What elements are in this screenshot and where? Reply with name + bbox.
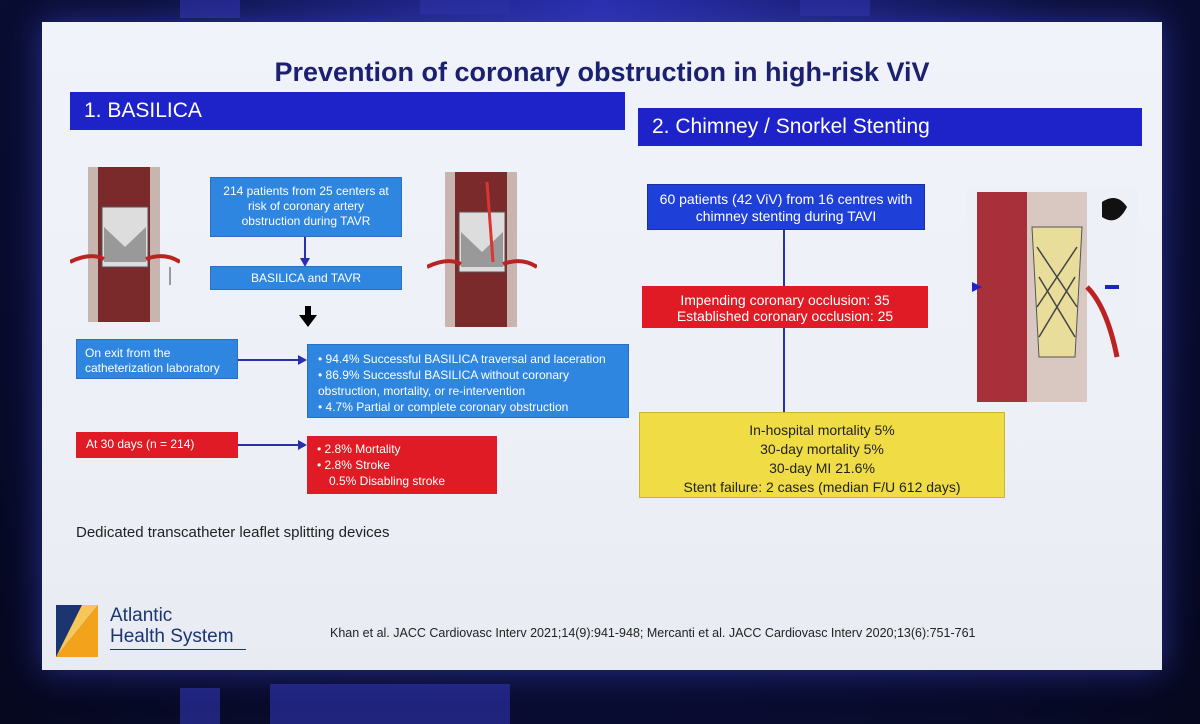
logo-line: Health System bbox=[110, 626, 234, 647]
logo-line: Atlantic bbox=[110, 605, 173, 626]
occlusion-item: Impending coronary occlusion: 35 bbox=[680, 292, 890, 308]
occlusion-box: Impending coronary occlusion: 35 Establi… bbox=[642, 286, 928, 328]
outcome-item: In-hospital mortality 5% bbox=[749, 422, 895, 438]
connector-arrow bbox=[298, 440, 307, 450]
logo-rule bbox=[110, 649, 246, 650]
day30-result-item: 0.5% Disabling stroke bbox=[329, 474, 446, 488]
chimney-stent-illustration bbox=[967, 187, 1137, 402]
stage-light bbox=[270, 684, 510, 724]
exit-results-box: • 94.4% Successful BASILICA traversal an… bbox=[307, 344, 629, 418]
basilica-procedure-box: BASILICA and TAVR bbox=[210, 266, 402, 290]
exit-cath-lab-label: On exit from the catheterization laborat… bbox=[76, 339, 238, 379]
valve-illustration-after bbox=[427, 172, 537, 327]
exit-result-item: • 86.9% Successful BASILICA without coro… bbox=[318, 368, 569, 398]
section-header-basilica: 1. BASILICA bbox=[70, 92, 625, 130]
footnote: Dedicated transcatheter leaflet splittin… bbox=[76, 524, 390, 541]
outcome-item: 30-day mortality 5% bbox=[760, 441, 884, 457]
connector-arrow bbox=[300, 258, 310, 267]
valve-illustration-before bbox=[70, 167, 180, 322]
outcome-item: Stent failure: 2 cases (median F/U 612 d… bbox=[683, 479, 961, 495]
connector-line bbox=[238, 359, 300, 361]
reference-citation: Khan et al. JACC Cardiovasc Interv 2021;… bbox=[330, 626, 976, 640]
stage-light bbox=[180, 688, 220, 724]
day30-result-item: • 2.8% Stroke bbox=[317, 458, 390, 472]
stage-light bbox=[800, 0, 870, 16]
down-arrow-icon bbox=[299, 315, 317, 327]
exit-result-item: • 4.7% Partial or complete coronary obst… bbox=[318, 400, 569, 414]
connector-line bbox=[783, 230, 785, 286]
stage-light bbox=[420, 0, 510, 14]
stage-light bbox=[180, 0, 240, 18]
logo-mark bbox=[56, 605, 98, 657]
occlusion-item: Established coronary occlusion: 25 bbox=[676, 308, 894, 324]
day30-result-item: • 2.8% Mortality bbox=[317, 442, 401, 456]
connector-line bbox=[783, 328, 785, 412]
connector-arrow bbox=[298, 355, 307, 365]
basilica-cohort-box: 214 patients from 25 centers at risk of … bbox=[210, 177, 402, 237]
exit-result-item: • 94.4% Successful BASILICA traversal an… bbox=[318, 352, 606, 366]
presentation-slide: Prevention of coronary obstruction in hi… bbox=[42, 22, 1162, 670]
day30-label: At 30 days (n = 214) bbox=[76, 432, 238, 458]
slide-title: Prevention of coronary obstruction in hi… bbox=[274, 57, 930, 87]
outcome-item: 30-day MI 21.6% bbox=[769, 460, 875, 476]
section-header-chimney: 2. Chimney / Snorkel Stenting bbox=[638, 108, 1142, 146]
connector-line bbox=[304, 237, 306, 261]
down-arrow-icon-stem bbox=[305, 306, 311, 316]
day30-results-box: • 2.8% Mortality • 2.8% Stroke 0.5% Disa… bbox=[307, 436, 497, 494]
chimney-cohort-box: 60 patients (42 ViV) from 16 centres wit… bbox=[647, 184, 925, 230]
connector-line bbox=[238, 444, 300, 446]
logo-text: Atlantic Health System bbox=[110, 605, 234, 647]
outcomes-box: In-hospital mortality 5% 30-day mortalit… bbox=[639, 412, 1005, 498]
